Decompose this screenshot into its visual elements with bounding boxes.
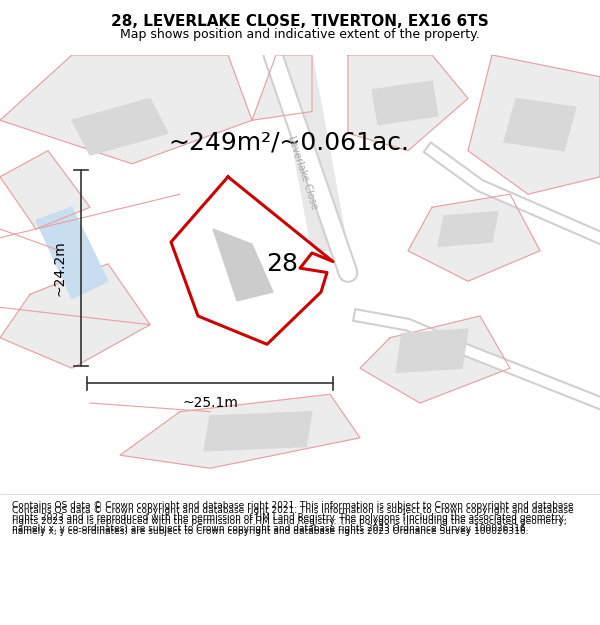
- Polygon shape: [204, 412, 312, 451]
- Text: Contains OS data © Crown copyright and database right 2021. This information is : Contains OS data © Crown copyright and d…: [12, 501, 574, 533]
- Text: 28: 28: [266, 252, 298, 276]
- Text: Contains OS data © Crown copyright and database right 2021. This information is : Contains OS data © Crown copyright and d…: [12, 506, 574, 536]
- Polygon shape: [360, 316, 510, 403]
- Polygon shape: [36, 208, 108, 299]
- Polygon shape: [438, 212, 498, 246]
- Text: Leverlake Close: Leverlake Close: [286, 134, 320, 211]
- Polygon shape: [0, 264, 150, 368]
- Polygon shape: [0, 151, 90, 229]
- Text: ~249m²/~0.061ac.: ~249m²/~0.061ac.: [168, 130, 409, 154]
- Polygon shape: [252, 55, 312, 120]
- Polygon shape: [0, 55, 252, 164]
- Polygon shape: [72, 99, 168, 155]
- Text: 28, LEVERLAKE CLOSE, TIVERTON, EX16 6TS: 28, LEVERLAKE CLOSE, TIVERTON, EX16 6TS: [111, 14, 489, 29]
- Polygon shape: [468, 55, 600, 194]
- Polygon shape: [408, 194, 540, 281]
- Polygon shape: [276, 55, 348, 251]
- Polygon shape: [504, 99, 576, 151]
- Polygon shape: [213, 229, 273, 301]
- Polygon shape: [171, 177, 333, 344]
- Text: Map shows position and indicative extent of the property.: Map shows position and indicative extent…: [120, 28, 480, 41]
- Polygon shape: [396, 329, 468, 372]
- Text: ~24.2m: ~24.2m: [52, 240, 66, 296]
- Polygon shape: [348, 55, 468, 151]
- Polygon shape: [372, 81, 438, 124]
- Text: ~25.1m: ~25.1m: [182, 396, 238, 411]
- Polygon shape: [120, 394, 360, 468]
